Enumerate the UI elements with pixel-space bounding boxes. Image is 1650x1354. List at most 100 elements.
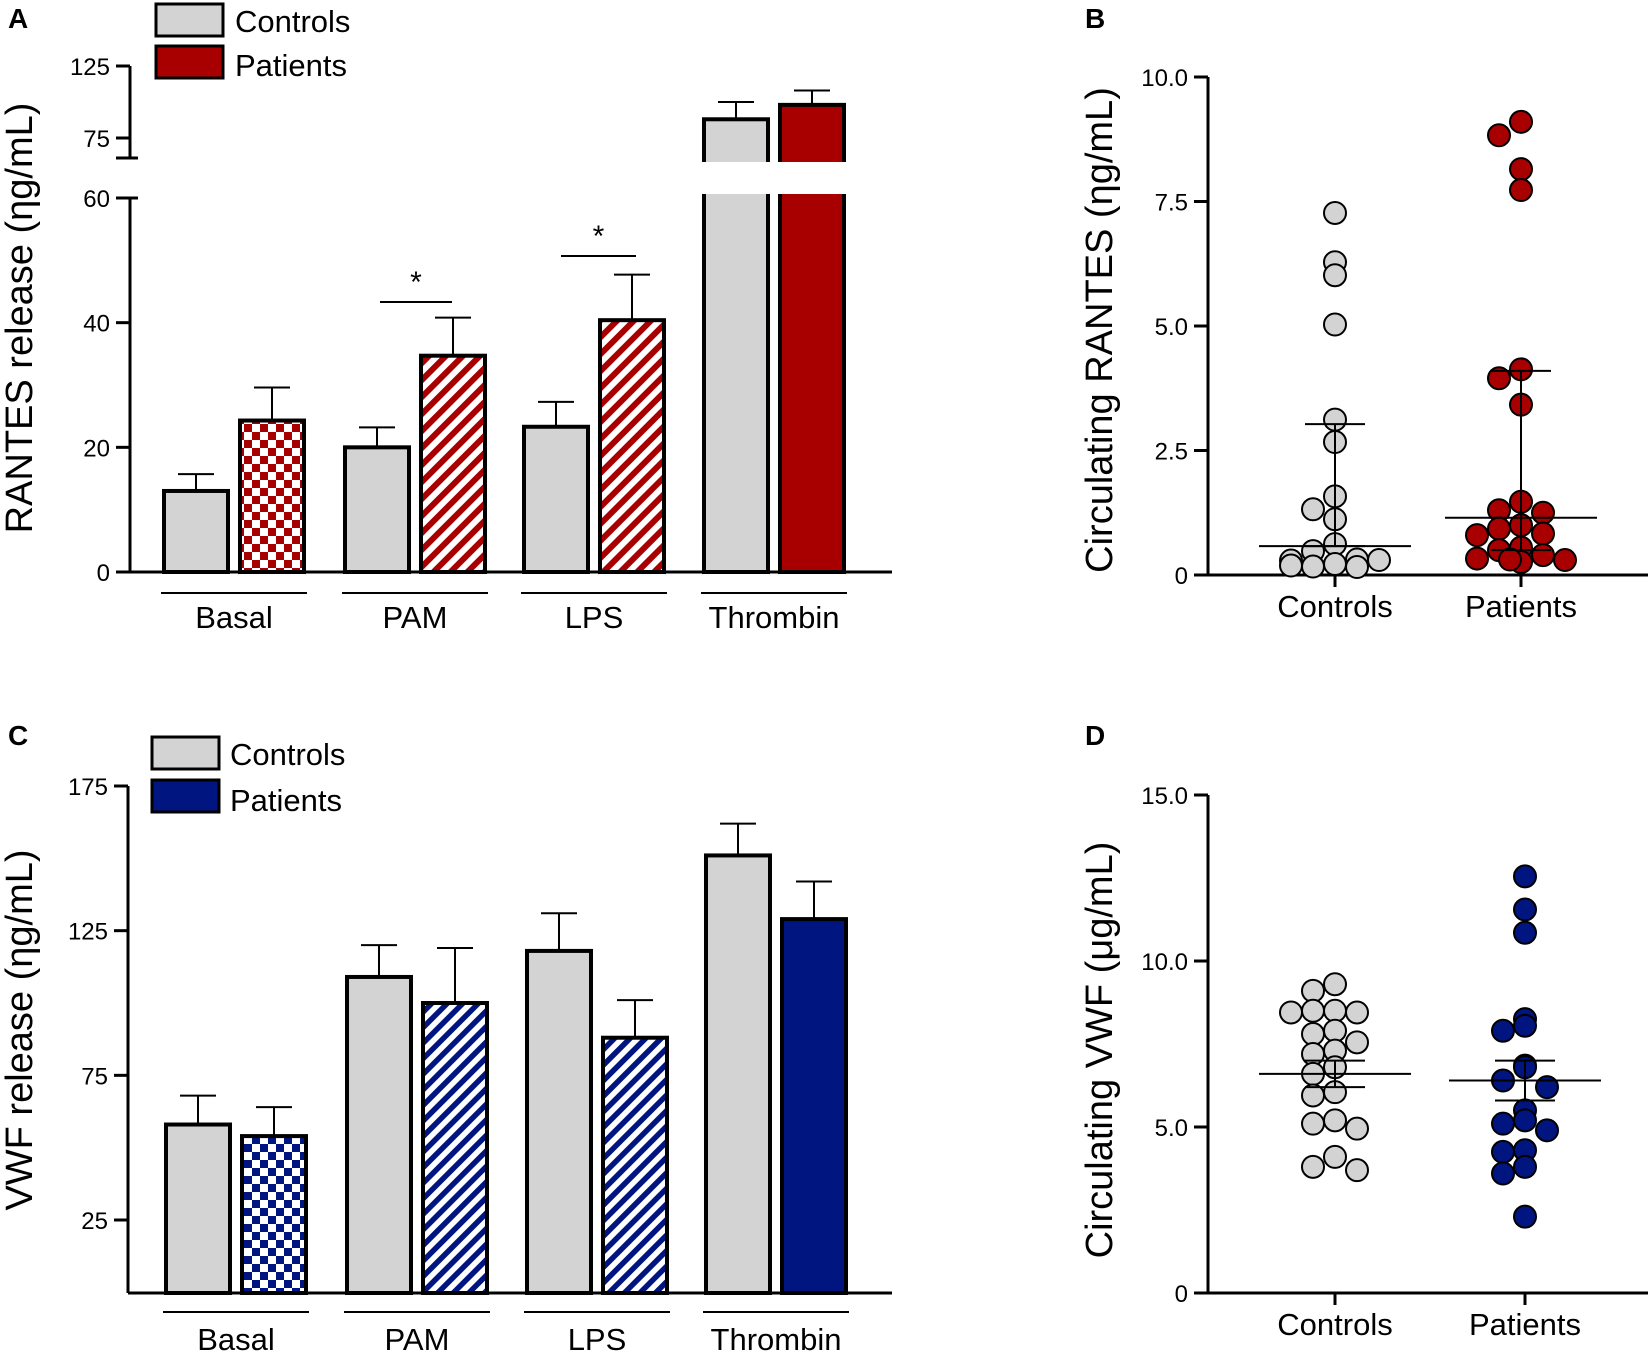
panel-c-tick-label-125: 125	[68, 919, 108, 946]
panel-c-bar-patients-pam	[421, 1001, 489, 1295]
panel-d-tick-label-0: 0	[1175, 1281, 1188, 1308]
panel-c-legend: Controls Patients	[150, 735, 345, 818]
panel-a-category-label-thrombin: Thrombin	[709, 600, 840, 635]
panel-a-tick-label-125: 125	[70, 54, 110, 81]
panel-a-bar-controls-pam	[343, 445, 411, 575]
panel-c-ylabel: VWF release (ηg/mL)	[0, 849, 41, 1210]
panel-b-point-controls-16	[1279, 553, 1303, 578]
panel-b-point-patients-12	[1531, 521, 1555, 546]
panel-d-point-controls-4	[1345, 1000, 1369, 1025]
panel-a-bar-controls-basal	[162, 488, 230, 575]
panel-c-bar-chart: 25 75 125 175 Basal PAM LPS Thrombin	[68, 774, 892, 1354]
panel-d-point-patients-1	[1513, 897, 1537, 922]
panel-b-point-controls-0	[1323, 200, 1347, 225]
panel-d-point-controls-18	[1323, 1144, 1347, 1169]
legend-c-controls-label: Controls	[230, 737, 345, 772]
panel-b-point-controls-3	[1323, 312, 1347, 337]
panel-d-point-patients-17	[1491, 1161, 1515, 1186]
panel-d-point-patients-2	[1513, 920, 1537, 945]
panel-d-point-patients-0	[1513, 864, 1537, 889]
panel-b-scatter-chart: 0 2.5 5.0 7.5 10.0 Controls Patients	[1141, 65, 1648, 624]
panel-d-tick-label-15.0: 15.0	[1141, 783, 1188, 810]
panel-b-category-label-patients: Patients	[1465, 589, 1577, 624]
panel-b-point-controls-2	[1323, 263, 1347, 288]
panel-b-category-label-controls: Controls	[1277, 589, 1392, 624]
panel-d-tick-label-5.0: 5.0	[1155, 1115, 1188, 1142]
panel-d-point-controls-20	[1345, 1158, 1369, 1183]
panel-b-point-patients-5	[1487, 366, 1511, 391]
panel-b-point-patients-11	[1487, 516, 1511, 541]
panel-c-bar-patients-lps	[601, 1035, 669, 1295]
panel-b-point-patients-3	[1509, 178, 1533, 203]
panel-b-point-patients-2	[1509, 157, 1533, 182]
panel-d-point-patients-9	[1535, 1075, 1559, 1100]
panel-c-category-label-lps: LPS	[568, 1322, 627, 1354]
panel-b-point-patients-20	[1498, 547, 1522, 572]
legend-c-controls-swatch	[150, 735, 221, 771]
panel-d-point-controls-3	[1301, 998, 1325, 1023]
panel-a-bar-controls-lps	[522, 424, 590, 574]
panel-d-point-controls-14	[1301, 1083, 1325, 1108]
panel-d-point-controls-15	[1323, 1108, 1347, 1133]
panel-b-point-controls-14	[1301, 554, 1325, 579]
panel-d-point-controls-7	[1301, 1022, 1325, 1047]
panel-d-point-controls-19	[1301, 1154, 1325, 1179]
panel-d-point-patients-4	[1513, 1013, 1537, 1038]
panel-b-ylabel: Circulating RANTES (ηg/mL)	[1079, 87, 1121, 573]
panel-c-tick-label-175: 175	[68, 774, 108, 801]
panel-b-tick-label-0: 0	[1175, 563, 1188, 590]
panel-a-tick-label-75: 75	[83, 126, 110, 153]
panel-b-point-patients-13	[1465, 523, 1489, 548]
panel-a-bar-controls-thrombin	[702, 117, 770, 574]
panel-d-point-controls-10	[1301, 1041, 1325, 1066]
panel-b-point-patients-0	[1509, 109, 1533, 134]
panel-d-point-controls-17	[1345, 1116, 1369, 1141]
panel-c-bar-controls-basal	[164, 1122, 232, 1296]
panel-a-significance-star-pam: *	[410, 266, 422, 299]
panel-c-bar-controls-lps	[525, 948, 593, 1295]
legend-a-controls-swatch	[154, 2, 225, 38]
panel-label-b: B	[1085, 3, 1105, 34]
legend-c-patients-swatch	[150, 778, 221, 814]
panel-c-bar-patients-thrombin	[780, 917, 848, 1295]
panel-d-scatter-chart: 0 5.0 10.0 15.0 Controls Patients	[1141, 783, 1648, 1342]
panel-a-significance-star-lps: *	[593, 220, 605, 253]
panel-c-bar-controls-pam	[345, 974, 413, 1296]
panel-a-tick-label-20: 20	[83, 435, 110, 462]
panel-b-point-controls-13	[1323, 552, 1347, 577]
panel-d-point-patients-16	[1513, 1154, 1537, 1179]
legend-a-patients-label: Patients	[235, 48, 347, 83]
panel-a-tick-label-60: 60	[83, 186, 110, 213]
panel-a-category-label-basal: Basal	[195, 600, 273, 635]
panel-b-point-patients-1	[1487, 123, 1511, 148]
panel-a-bar-patients-lps	[598, 318, 666, 574]
panel-a-ylabel: RANTES release (ηg/mL)	[0, 103, 41, 534]
panel-a-category-label-lps: LPS	[565, 600, 624, 635]
panel-b-point-controls-7	[1301, 497, 1325, 522]
panel-c-category-label-pam: PAM	[385, 1322, 450, 1354]
panel-d-point-controls-16	[1301, 1111, 1325, 1136]
panel-label-c: C	[8, 720, 28, 751]
panel-a-bar-patients-basal	[238, 418, 306, 574]
panel-a-bar-patients-pam	[419, 353, 487, 574]
panel-b-tick-label-7.5: 7.5	[1155, 190, 1188, 217]
panel-b-point-patients-19	[1553, 548, 1577, 573]
panel-a-legend: Controls Patients	[154, 2, 350, 83]
panel-label-a: A	[8, 3, 28, 34]
panel-d-point-controls-1	[1301, 978, 1325, 1003]
panel-c-bar-controls-thrombin	[704, 853, 772, 1295]
panel-a-break-gap	[690, 162, 860, 194]
panel-d-category-label-controls: Controls	[1277, 1307, 1392, 1342]
panel-d-point-controls-6	[1323, 1018, 1347, 1043]
panel-b-tick-label-2.5: 2.5	[1155, 439, 1188, 466]
panel-a-category-label-pam: PAM	[383, 600, 448, 635]
panel-d-point-patients-5	[1491, 1018, 1515, 1043]
panel-a-tick-label-0: 0	[97, 560, 110, 587]
panel-d-point-patients-15	[1491, 1139, 1515, 1164]
panel-b-tick-label-10.0: 10.0	[1141, 65, 1188, 92]
panel-d-point-controls-2	[1323, 998, 1347, 1023]
legend-c-patients-label: Patients	[230, 783, 342, 818]
panel-c-category-label-basal: Basal	[197, 1322, 275, 1354]
panel-d-point-controls-5	[1279, 1000, 1303, 1025]
